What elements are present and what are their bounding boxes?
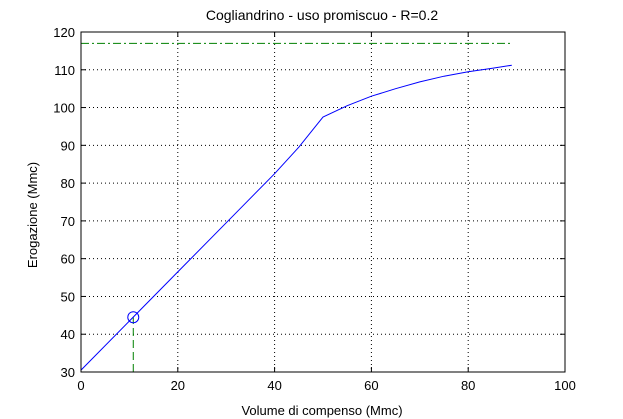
x-tick-label: 60 xyxy=(364,378,378,393)
y-tick-label: 60 xyxy=(61,252,75,267)
x-tick-label: 20 xyxy=(171,378,185,393)
x-tick-label: 100 xyxy=(554,378,576,393)
x-tick-label: 40 xyxy=(267,378,281,393)
x-tick-label: 0 xyxy=(77,378,84,393)
plot-area xyxy=(81,32,565,372)
data-layer xyxy=(80,42,512,372)
y-tick-label: 30 xyxy=(61,365,75,380)
marker-circle xyxy=(127,311,140,324)
grid-lines xyxy=(81,32,565,372)
y-tick-label: 50 xyxy=(61,289,75,304)
y-tick-label: 100 xyxy=(53,101,75,116)
y-axis-title: Erogazione (Mmc) xyxy=(25,162,40,268)
series-line xyxy=(80,64,512,371)
tick-marks xyxy=(80,31,566,373)
y-tick-label: 80 xyxy=(61,176,75,191)
tick-labels: 0 20 40 60 80 100 30 40 50 60 70 80 90 100 110 120 xyxy=(53,25,576,393)
y-tick-label: 90 xyxy=(61,138,75,153)
x-tick-label: 80 xyxy=(461,378,475,393)
y-tick-label: 70 xyxy=(61,214,75,229)
chart-title: Cogliandrino - uso promiscuo - R=0.2 xyxy=(206,7,438,23)
y-tick-label: 40 xyxy=(61,327,75,342)
axes-box xyxy=(80,31,566,373)
y-tick-label: 120 xyxy=(53,25,75,40)
x-axis-title: Volume di compenso (Mmc) xyxy=(241,403,402,418)
y-tick-label: 110 xyxy=(54,63,75,78)
